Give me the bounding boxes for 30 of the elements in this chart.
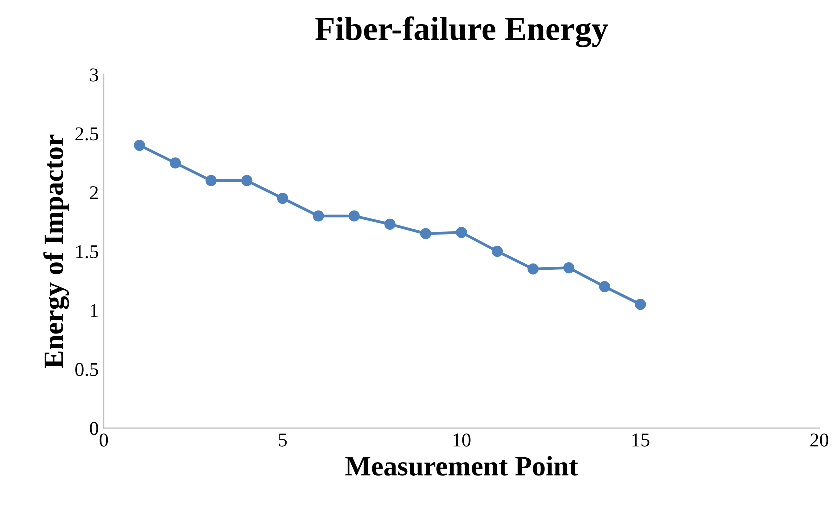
point [277, 192, 288, 204]
point [528, 264, 539, 275]
point [492, 246, 504, 258]
y-tick-label: 2.5 [76, 128, 98, 141]
x-tick-label: 0 [100, 434, 108, 447]
y-tick-label: 1 [91, 304, 98, 318]
x-tick-label: 15 [632, 434, 650, 447]
y-tick-label: 0 [90, 422, 98, 436]
point [313, 210, 324, 222]
y-axis-title: Energy of Impactor [44, 134, 70, 368]
point [170, 158, 182, 169]
x-tick-label: 5 [279, 434, 287, 447]
x-tick-label: 20 [810, 434, 828, 447]
point [348, 210, 360, 222]
y-tick-label: 0.5 [76, 363, 98, 376]
y-tick-label: 1.5 [76, 245, 98, 259]
point [420, 228, 432, 240]
point [134, 140, 146, 152]
y-tick-label: 3 [90, 68, 98, 82]
point [456, 227, 468, 238]
point [564, 262, 575, 274]
chart-title: Fiber-failure Energy [316, 16, 608, 48]
point [242, 175, 253, 186]
point [384, 218, 396, 230]
y-tick-label: 2 [90, 186, 98, 200]
point [635, 299, 646, 310]
point [206, 175, 217, 186]
x-tick-label: 10 [454, 434, 471, 447]
point [599, 281, 610, 292]
x-axis-title: Measurement Point [346, 456, 578, 476]
